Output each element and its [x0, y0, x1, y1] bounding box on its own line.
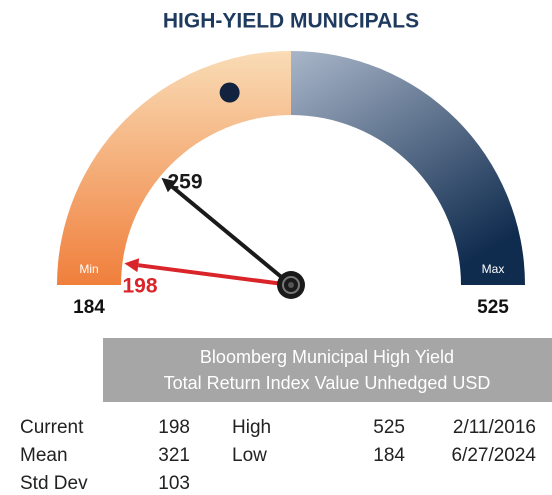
max-label: Max [482, 262, 505, 276]
banner [103, 338, 552, 402]
gauge-band [57, 51, 291, 285]
pivot-center [288, 282, 294, 288]
needle-label: 259 [167, 171, 202, 194]
gauge-band [291, 51, 525, 285]
table-cell: 184 [373, 445, 405, 466]
max-value: 525 [477, 297, 509, 318]
chart-title: HIGH-YIELD MUNICIPALS [163, 10, 419, 33]
table-cell: Std Dev [20, 473, 88, 494]
mean-marker [219, 82, 240, 103]
table-cell: Current [20, 417, 84, 438]
table-cell: 2/11/2016 [453, 417, 536, 438]
table-cell: 6/27/2024 [451, 445, 536, 466]
pivot-ring [282, 276, 300, 294]
banner-line: Bloomberg Municipal High Yield [200, 347, 454, 367]
needle-head [161, 177, 177, 193]
table-cell: 103 [158, 473, 190, 494]
table-cell: 525 [373, 417, 405, 438]
needle [138, 263, 292, 287]
min-value: 184 [73, 297, 105, 318]
table-cell: High [232, 417, 271, 438]
needle-head [124, 258, 140, 273]
table-cell: 321 [158, 445, 190, 466]
table-cell: Mean [20, 445, 68, 466]
banner-line: Total Return Index Value Unhedged USD [164, 373, 491, 393]
table-cell: 198 [158, 417, 190, 438]
needle [171, 185, 293, 287]
table-cell: Low [232, 445, 267, 466]
min-label: Min [79, 262, 98, 276]
needle-label: 198 [122, 275, 157, 298]
